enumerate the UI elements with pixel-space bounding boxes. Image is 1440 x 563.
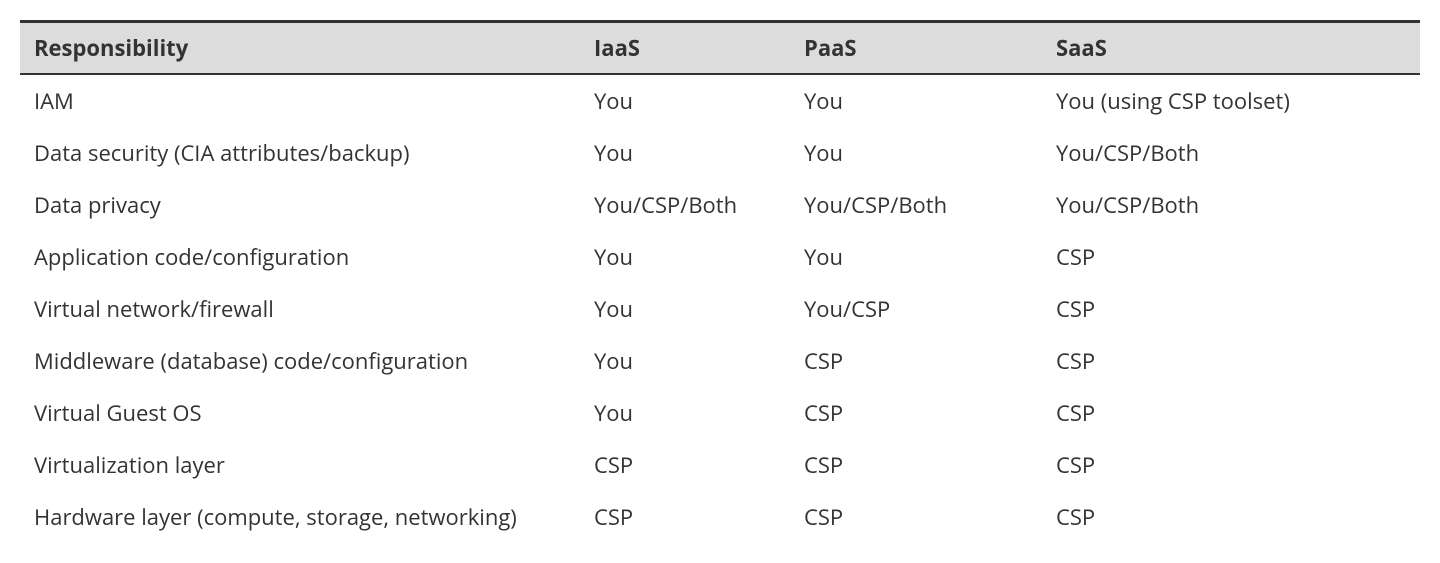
cell-paas: You [790, 74, 1042, 127]
cell-saas: CSP [1042, 439, 1420, 491]
cell-responsibility: Middleware (database) code/configuration [20, 335, 580, 387]
cell-saas: CSP [1042, 491, 1420, 543]
cell-iaas: You [580, 387, 790, 439]
table-row: Data security (CIA attributes/backup) Yo… [20, 127, 1420, 179]
cell-saas: CSP [1042, 283, 1420, 335]
cell-iaas: You [580, 74, 790, 127]
table-row: Hardware layer (compute, storage, networ… [20, 491, 1420, 543]
col-header-responsibility: Responsibility [20, 22, 580, 75]
table-row: Virtual network/firewall You You/CSP CSP [20, 283, 1420, 335]
cell-iaas: You/CSP/Both [580, 179, 790, 231]
header-row: Responsibility IaaS PaaS SaaS [20, 22, 1420, 75]
table-row: Middleware (database) code/configuration… [20, 335, 1420, 387]
cell-paas: You [790, 127, 1042, 179]
cell-paas: CSP [790, 491, 1042, 543]
cell-paas: You/CSP [790, 283, 1042, 335]
col-header-iaas: IaaS [580, 22, 790, 75]
cell-paas: CSP [790, 387, 1042, 439]
responsibility-table: Responsibility IaaS PaaS SaaS IAM You Yo… [20, 20, 1420, 543]
cell-responsibility: Hardware layer (compute, storage, networ… [20, 491, 580, 543]
cell-paas: CSP [790, 335, 1042, 387]
col-header-saas: SaaS [1042, 22, 1420, 75]
cell-saas: You (using CSP toolset) [1042, 74, 1420, 127]
table-body: IAM You You You (using CSP toolset) Data… [20, 74, 1420, 543]
cell-iaas: You [580, 231, 790, 283]
cell-responsibility: Application code/configuration [20, 231, 580, 283]
table-row: Data privacy You/CSP/Both You/CSP/Both Y… [20, 179, 1420, 231]
cell-responsibility: Data privacy [20, 179, 580, 231]
cell-responsibility: Virtual Guest OS [20, 387, 580, 439]
cell-paas: You [790, 231, 1042, 283]
cell-saas: You/CSP/Both [1042, 127, 1420, 179]
cell-iaas: You [580, 127, 790, 179]
cell-iaas: You [580, 283, 790, 335]
table-row: IAM You You You (using CSP toolset) [20, 74, 1420, 127]
col-header-paas: PaaS [790, 22, 1042, 75]
cell-iaas: You [580, 335, 790, 387]
cell-iaas: CSP [580, 491, 790, 543]
cell-paas: CSP [790, 439, 1042, 491]
cell-saas: You/CSP/Both [1042, 179, 1420, 231]
cell-responsibility: IAM [20, 74, 580, 127]
cell-saas: CSP [1042, 231, 1420, 283]
cell-iaas: CSP [580, 439, 790, 491]
cell-responsibility: Data security (CIA attributes/backup) [20, 127, 580, 179]
cell-paas: You/CSP/Both [790, 179, 1042, 231]
table-header: Responsibility IaaS PaaS SaaS [20, 22, 1420, 75]
cell-responsibility: Virtualization layer [20, 439, 580, 491]
table-row: Application code/configuration You You C… [20, 231, 1420, 283]
cell-saas: CSP [1042, 387, 1420, 439]
cell-saas: CSP [1042, 335, 1420, 387]
table-row: Virtual Guest OS You CSP CSP [20, 387, 1420, 439]
table-row: Virtualization layer CSP CSP CSP [20, 439, 1420, 491]
cell-responsibility: Virtual network/firewall [20, 283, 580, 335]
